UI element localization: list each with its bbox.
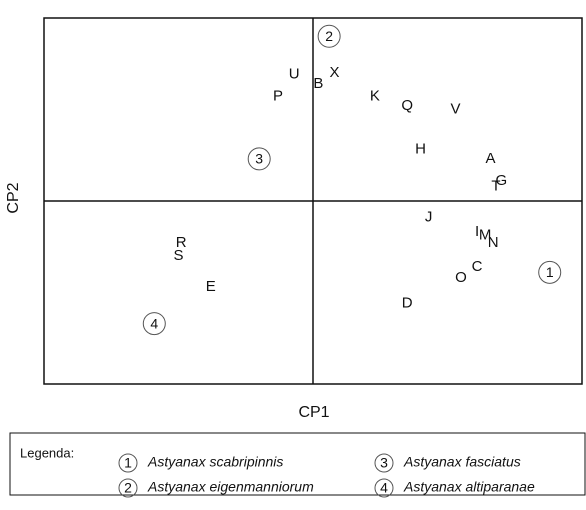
point-label: V [451, 100, 461, 117]
y-axis-label: CP2 [5, 182, 22, 213]
group-circle [247, 147, 271, 171]
group-circle [538, 260, 562, 284]
legend-number: 2 [124, 480, 132, 496]
legend-circle [118, 453, 138, 473]
legend-circle [118, 478, 138, 498]
legend-entry: Astyanax scabripinnis [147, 454, 283, 470]
point-label: A [486, 150, 496, 167]
point-label: X [330, 64, 340, 81]
legend-entry: Astyanax eigenmanniorum [147, 479, 314, 495]
legend-number: 1 [124, 455, 132, 471]
legend-number: 3 [380, 455, 388, 471]
point-label: N [488, 234, 499, 251]
point-label: T [491, 177, 500, 194]
point-label: C [472, 258, 483, 275]
point-label: P [273, 88, 283, 105]
point-label: G [495, 172, 507, 189]
legend-title: Legenda: [20, 445, 74, 460]
point-label: U [289, 66, 300, 83]
legend-number: 4 [380, 480, 388, 496]
point-label: S [173, 247, 183, 264]
point-label: Q [401, 97, 413, 114]
group-circle [317, 24, 341, 48]
group-label: 4 [150, 315, 158, 331]
point-label: H [415, 141, 426, 158]
group-label: 2 [325, 28, 333, 44]
point-label: M [479, 227, 492, 244]
point-label: E [206, 278, 216, 295]
point-label: J [425, 208, 433, 225]
legend-entry: Astyanax altiparanae [403, 479, 535, 495]
legend-box [9, 432, 586, 496]
point-label: K [370, 88, 380, 105]
point-label: O [455, 269, 467, 286]
legend-circle [374, 478, 394, 498]
group-label: 1 [546, 264, 554, 280]
point-label: D [402, 294, 413, 311]
group-label: 3 [255, 151, 263, 167]
legend-entry: Astyanax fasciatus [403, 454, 521, 470]
point-label: I [475, 223, 479, 240]
x-axis-label: CP1 [298, 404, 329, 421]
legend-circle [374, 453, 394, 473]
group-circle [142, 312, 166, 336]
point-label: B [313, 75, 323, 92]
point-label: R [176, 234, 187, 251]
